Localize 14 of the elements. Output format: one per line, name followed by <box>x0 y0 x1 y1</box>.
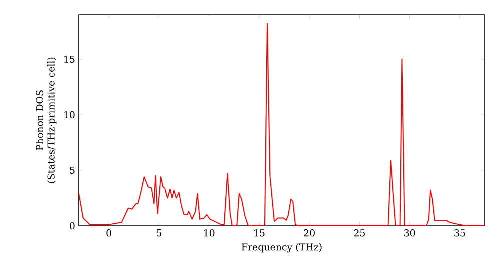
x-tick-label: 35 <box>454 230 466 237</box>
y-tick-label: 15 <box>64 56 75 64</box>
x-tick-label: 0 <box>106 230 112 237</box>
x-tick-label: 10 <box>204 230 215 237</box>
x-axis-title: Frequency (THz) <box>242 243 322 253</box>
y-tick-label: 0 <box>70 222 75 230</box>
x-tick-label: 15 <box>254 230 265 237</box>
x-tick-label: 25 <box>354 230 365 237</box>
x-tick-label: 5 <box>156 230 162 237</box>
y-axis-title: Phonon DOS (States/THz·primitive cell) <box>36 58 57 184</box>
y-tick-label: 5 <box>70 166 75 174</box>
x-tick-label: 30 <box>404 230 416 237</box>
x-tick-label: 20 <box>304 230 315 237</box>
y-tick-label: 10 <box>64 111 75 119</box>
